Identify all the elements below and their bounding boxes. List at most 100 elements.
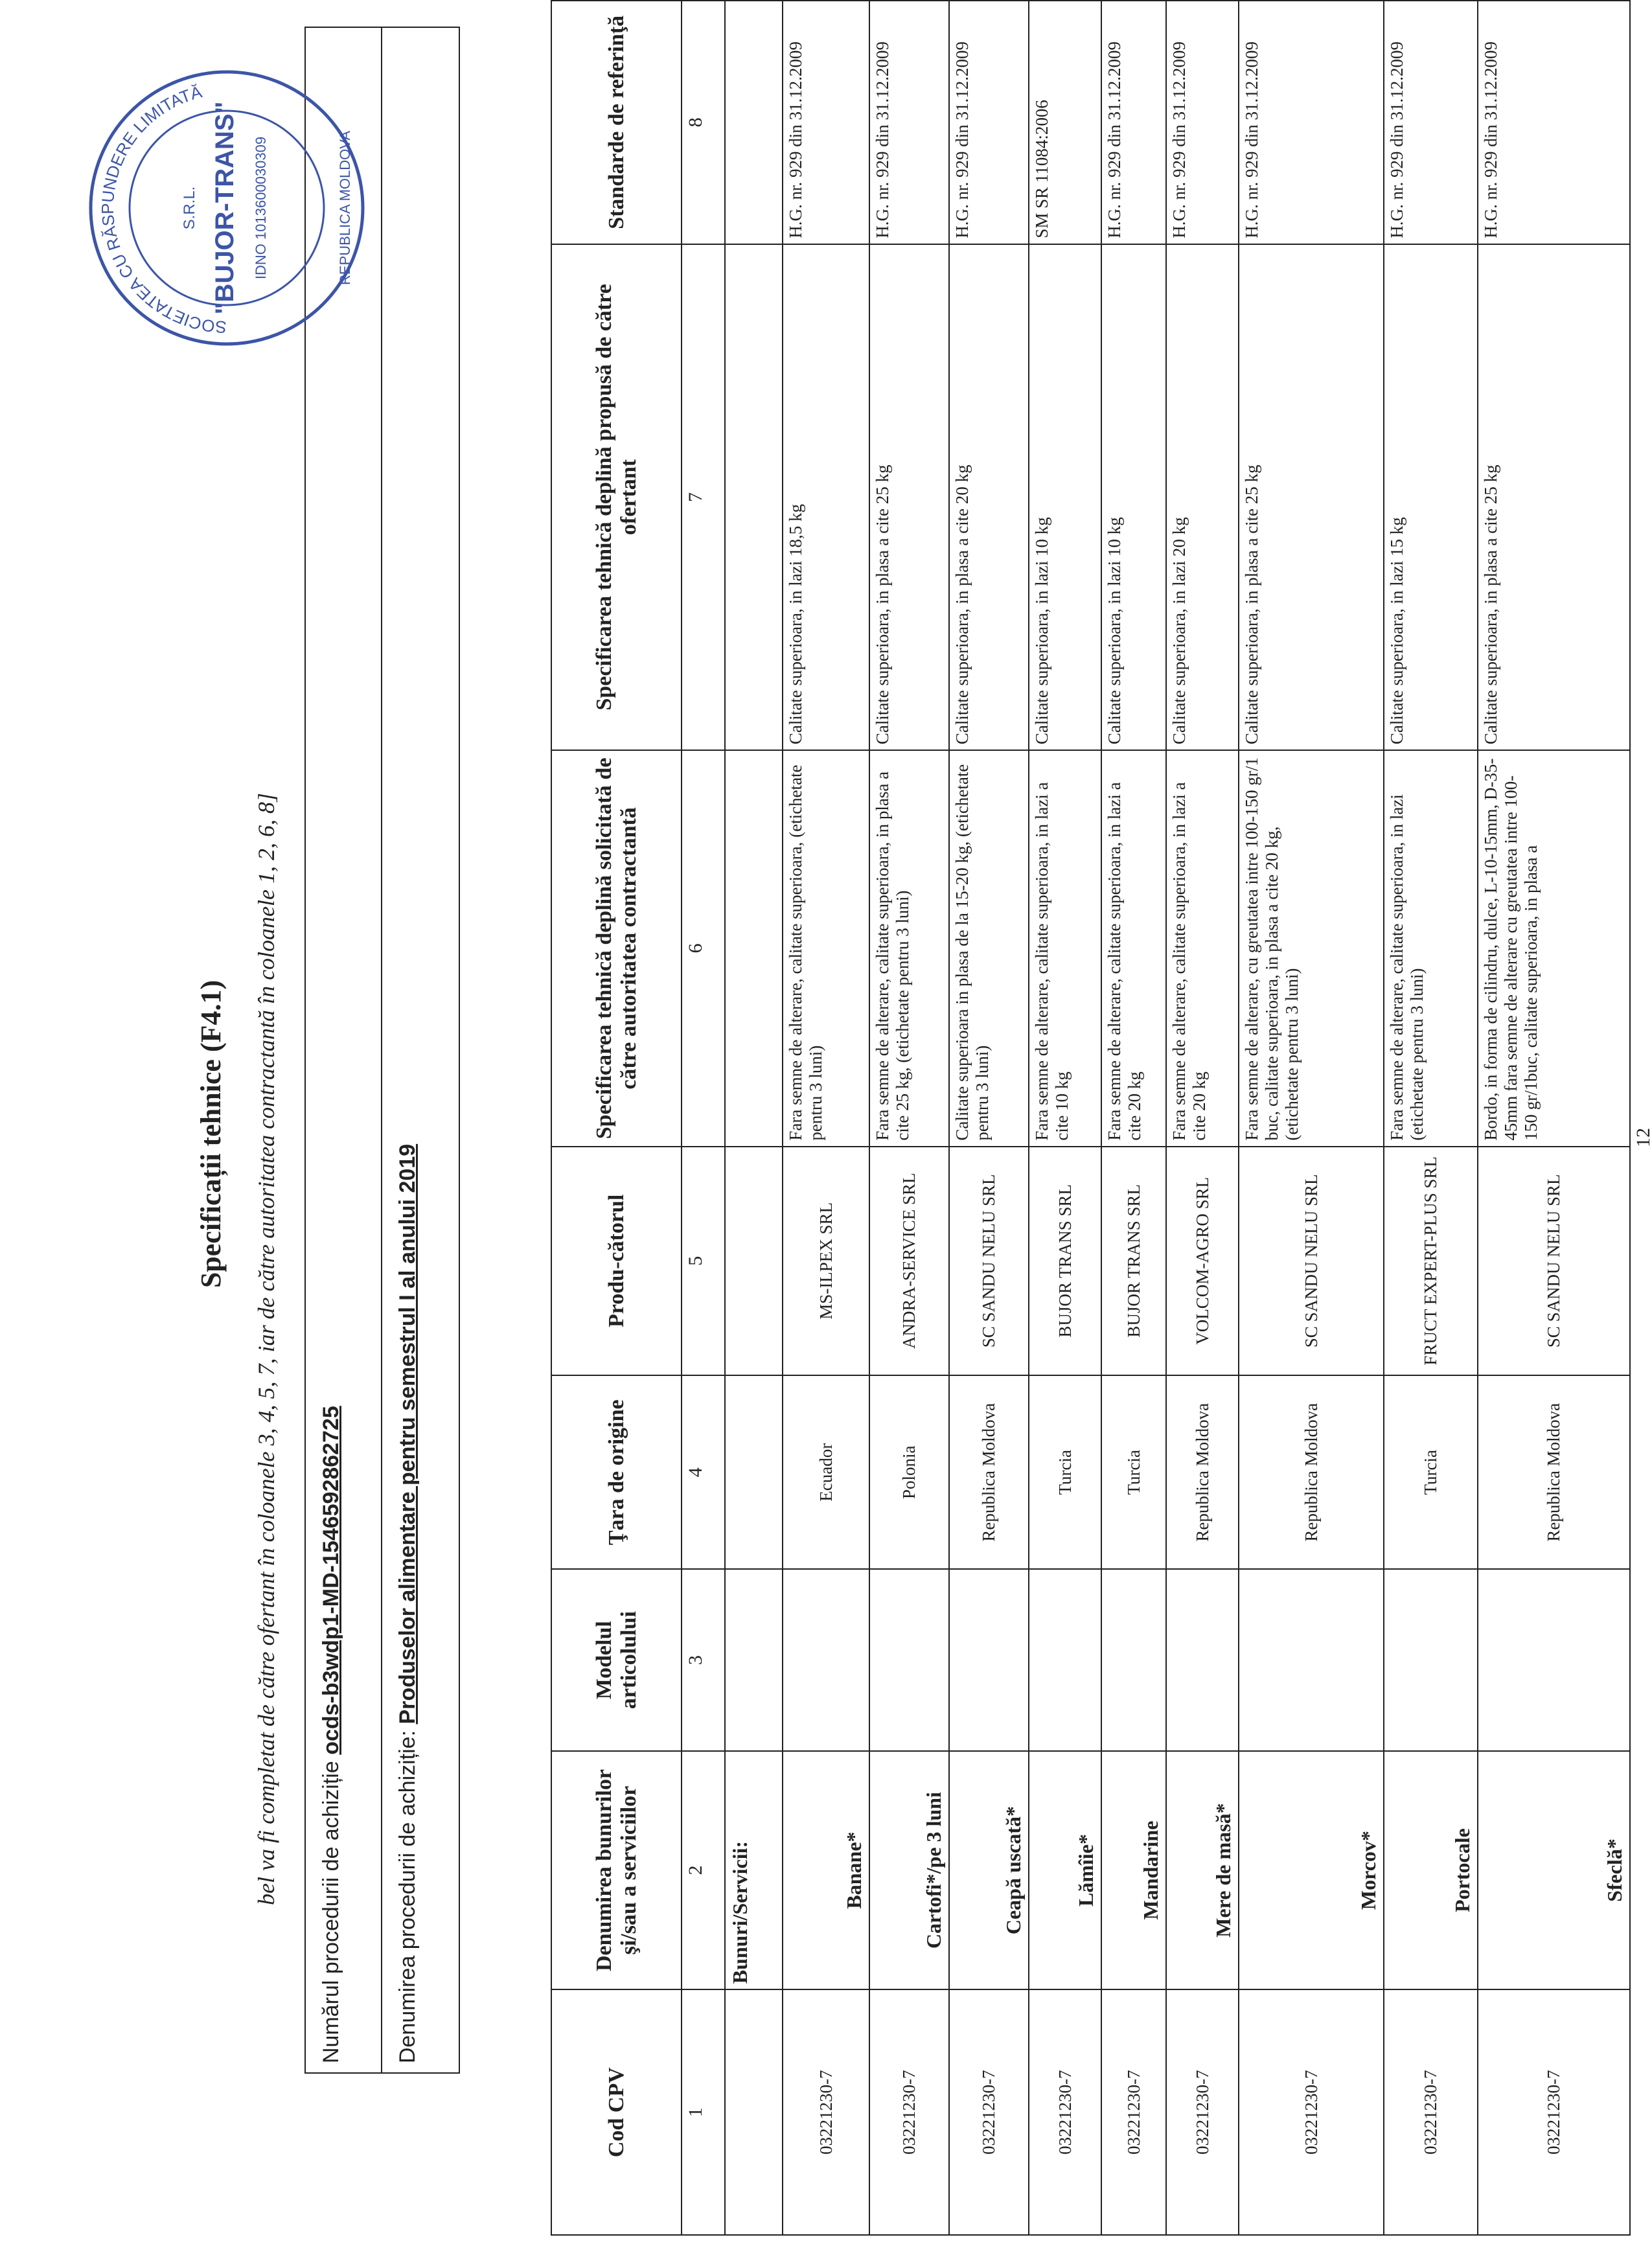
cpv-code: 03221230-7 (1166, 1989, 1239, 2235)
model (1166, 1569, 1239, 1751)
product-name: Morcov* (1239, 1750, 1384, 1990)
stamp-name: "BUJOR-TRANS" (211, 101, 239, 314)
producer: BUJOR TRANS SRL (1029, 1146, 1101, 1376)
spec-offered: Calitate superioara, in plasa a cite 20 … (949, 244, 1029, 751)
cpv-code: 03221230-7 (1478, 1989, 1630, 2235)
model (949, 1569, 1029, 1751)
producer: FRUCT EXPERT-PLUS SRL (1384, 1146, 1478, 1376)
column-header: Denumirea bunurilor şi/sau a serviciilor (551, 1750, 682, 1990)
label: Numărul procedurii de achiziție (319, 1761, 343, 2063)
spec-required: Fara semne de alterare, calitate superio… (869, 750, 949, 1147)
cell (725, 750, 783, 1147)
producer: VOLCOM-AGRO SRL (1166, 1146, 1239, 1376)
product-row: 03221230-7 Banane* Ecuador MS-ILPEX SRL Fara… (783, 1, 869, 2235)
stamp-country: REPUBLICA MOLDOVA (337, 131, 353, 285)
spec-offered: Calitate superioara, in lazi 18,5 kg (783, 244, 869, 751)
cpv-code: 03221230-7 (869, 1989, 949, 2235)
product-name: Mere de masă* (1166, 1750, 1239, 1990)
cell (725, 1146, 783, 1376)
product-row: 03221230-7 Morcov* Republica Moldova SC SAN… (1239, 1, 1384, 2235)
model (1478, 1569, 1630, 1751)
cpv-code: 03221230-7 (1384, 1989, 1478, 2235)
origin: Republica Moldova (1478, 1375, 1630, 1570)
spec-offered: Calitate superioara, in lazi 15 kg (1384, 244, 1478, 751)
product-row: 03221230-7 Mere de masă* Republica Moldova… (1166, 1, 1239, 2235)
standard: H.G. nr. 929 din 31.12.2009 (1239, 1, 1384, 244)
origin: Turcia (1384, 1375, 1478, 1570)
procedure-name-row: Denumirea procedurii de achiziție: Produ… (382, 28, 459, 2072)
spec-offered: Calitate superioara, in lazi 10 kg (1029, 244, 1101, 751)
cpv-code: 03221230-7 (1101, 1989, 1166, 2235)
spec-required: Fara semne de alterare, calitate superio… (1166, 750, 1239, 1147)
origin: Ecuador (783, 1375, 869, 1570)
model (1384, 1569, 1478, 1751)
spec-required: Fara semne de alterare, calitate superio… (1029, 750, 1101, 1147)
standard: H.G. nr. 929 din 31.12.2009 (783, 1, 869, 244)
cpv-code: 03221230-7 (783, 1989, 869, 2235)
product-name: Lămîie* (1029, 1750, 1101, 1990)
product-row: 03221230-7 Portocale Turcia FRUCT EXPERT-PL… (1384, 1, 1478, 2235)
model (869, 1569, 949, 1751)
column-header: Produ-cătorul (551, 1146, 682, 1376)
stamp-idno: IDNO 1013600030309 (253, 137, 269, 279)
product-row: 03221230-7 Cartofi*/pe 3 luni Polonia ANDRA… (869, 1, 949, 2235)
section-row: Bunuri/Servicii: (725, 1, 783, 2235)
label: Denumirea procedurii de achiziție: (395, 1730, 420, 2063)
cell (725, 1375, 783, 1570)
standard: H.G. nr. 929 din 31.12.2009 (1101, 1, 1166, 244)
producer: BUJOR TRANS SRL (1101, 1146, 1166, 1376)
header-row: Cod CPV Denumirea bunurilor şi/sau a serv… (551, 1, 682, 2235)
origin: Republica Moldova (949, 1375, 1029, 1570)
subtitle: bel va fi completat de către ofertant în… (253, 792, 279, 1905)
column-header: Modelul articolului (551, 1569, 682, 1751)
cell (725, 1989, 783, 2235)
model (783, 1569, 869, 1751)
value: ocds-b3wdp1-MD-1546592862725 (319, 1406, 343, 1755)
column-header: Specificarea tehnică deplină propusă de … (551, 244, 682, 751)
value: Produselor alimentare pentru semestrul I… (395, 1143, 420, 1724)
column-number: 5 (682, 1146, 725, 1376)
spec-required: Fara semne de alterare, calitate superio… (1101, 750, 1166, 1147)
column-number: 1 (682, 1989, 725, 2235)
origin: Republica Moldova (1166, 1375, 1239, 1570)
standard: H.G. nr. 929 din 31.12.2009 (1166, 1, 1239, 244)
product-name: Mandarine (1101, 1750, 1166, 1990)
spec-required: Fara semne de alterare, calitate superio… (783, 750, 869, 1147)
spec-required: Calitate superioara in plasa de la 15-20… (949, 750, 1029, 1147)
stamp-ring: SOCIETATEA CU RĂSPUNDERE LIMITATĂ (98, 82, 227, 337)
product-row: 03221230-7 Lămîie* Turcia BUJOR TRANS SRL Fa… (1029, 1, 1101, 2235)
product-name: Cartofi*/pe 3 luni (869, 1750, 949, 1990)
cpv-code: 03221230-7 (1029, 1989, 1101, 2235)
model (1101, 1569, 1166, 1751)
standard: SM SR 11084:2006 (1029, 1, 1101, 244)
column-header: Specificarea tehnică deplină solicitată … (551, 750, 682, 1147)
stamp: SOCIETATEA CU RĂSPUNDERE LIMITATĂ S.R.L.… (89, 70, 365, 346)
cell (725, 1569, 783, 1751)
spec-required: Fara semne de alterare, calitate superio… (1384, 750, 1478, 1147)
model (1239, 1569, 1384, 1751)
model (1029, 1569, 1101, 1751)
spec-offered: Calitate superioara, in plasa a cite 25 … (869, 244, 949, 751)
producer: SC SANDU NELU SRL (1239, 1146, 1384, 1376)
column-number: 2 (682, 1750, 725, 1990)
cell (725, 1, 783, 244)
standard: H.G. nr. 929 din 31.12.2009 (949, 1, 1029, 244)
spec-offered: Calitate superioara, in lazi 20 kg (1166, 244, 1239, 751)
cpv-code: 03221230-7 (1239, 1989, 1384, 2235)
origin: Turcia (1029, 1375, 1101, 1570)
column-header: Standarde de referinţă (551, 1, 682, 244)
producer: SC SANDU NELU SRL (1478, 1146, 1630, 1376)
section-label: Bunuri/Servicii: (725, 1750, 783, 1990)
standard: H.G. nr. 929 din 31.12.2009 (1478, 1, 1630, 244)
product-row: 03221230-7 Ceapă uscată* Republica Moldova… (949, 1, 1029, 2235)
producer: SC SANDU NELU SRL (949, 1146, 1029, 1376)
column-number: 8 (682, 1, 725, 244)
producer: MS-ILPEX SRL (783, 1146, 869, 1376)
product-name: Banane* (783, 1750, 869, 1990)
spec-required: Fara semne de alterare, cu greutatea int… (1239, 750, 1384, 1147)
column-number: 4 (682, 1375, 725, 1570)
spec-offered: Calitate superioara, in lazi 10 kg (1101, 244, 1166, 751)
product-row: 03221230-7 Mandarine Turcia BUJOR TRANS SRL… (1101, 1, 1166, 2235)
